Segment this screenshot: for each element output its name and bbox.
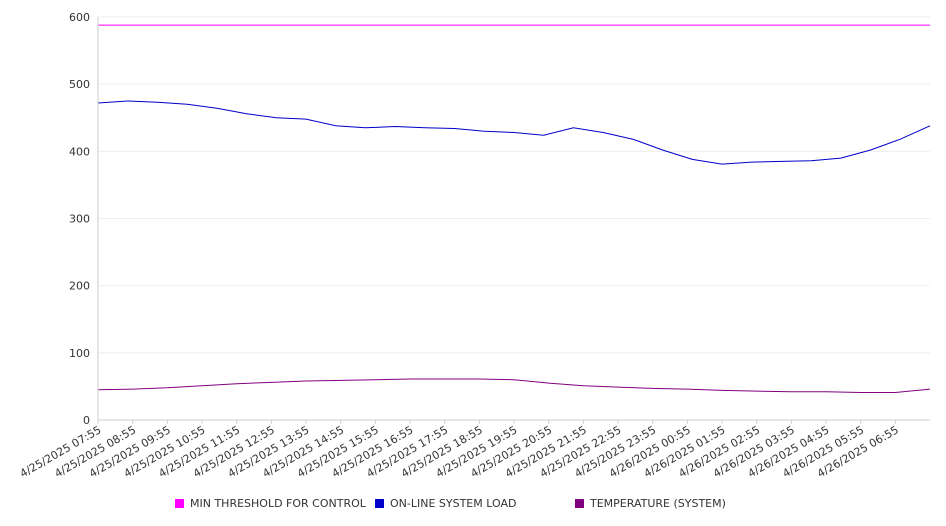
legend-item-min-threshold: MIN THRESHOLD FOR CONTROL <box>175 497 366 510</box>
legend-label-temperature: TEMPERATURE (SYSTEM) <box>590 497 726 510</box>
gridlines <box>98 16 930 354</box>
y-axis-ticks: 0 100 200 300 400 500 600 <box>69 11 90 427</box>
series-line-temperature-system <box>97 378 931 393</box>
legend-item-temperature: TEMPERATURE (SYSTEM) <box>575 497 726 510</box>
line-chart: 0 100 200 300 400 500 600 4/25/2025 07:554/25/… <box>18 11 931 480</box>
y-tick-label: 0 <box>83 414 90 427</box>
legend-swatch-temperature <box>575 499 584 508</box>
legend-item-online-system-load: ON-LINE SYSTEM LOAD <box>375 497 516 510</box>
y-tick-label: 400 <box>69 145 90 158</box>
x-axis-ticks: 4/25/2025 07:554/25/2025 08:554/25/2025 … <box>18 420 901 480</box>
series-lines <box>97 24 931 393</box>
legend-swatch-online-system-load <box>375 499 384 508</box>
legend: MIN THRESHOLD FOR CONTROL ON-LINE SYSTEM… <box>0 497 946 517</box>
legend-swatch-min-threshold <box>175 499 184 508</box>
y-tick-label: 600 <box>69 11 90 24</box>
y-tick-label: 200 <box>69 280 90 293</box>
y-tick-label: 100 <box>69 347 90 360</box>
legend-label-min-threshold: MIN THRESHOLD FOR CONTROL <box>190 497 366 510</box>
series-line-on-line-system-load <box>97 100 931 165</box>
y-tick-label: 300 <box>69 213 90 226</box>
y-tick-label: 500 <box>69 78 90 91</box>
legend-label-online-system-load: ON-LINE SYSTEM LOAD <box>390 497 517 510</box>
